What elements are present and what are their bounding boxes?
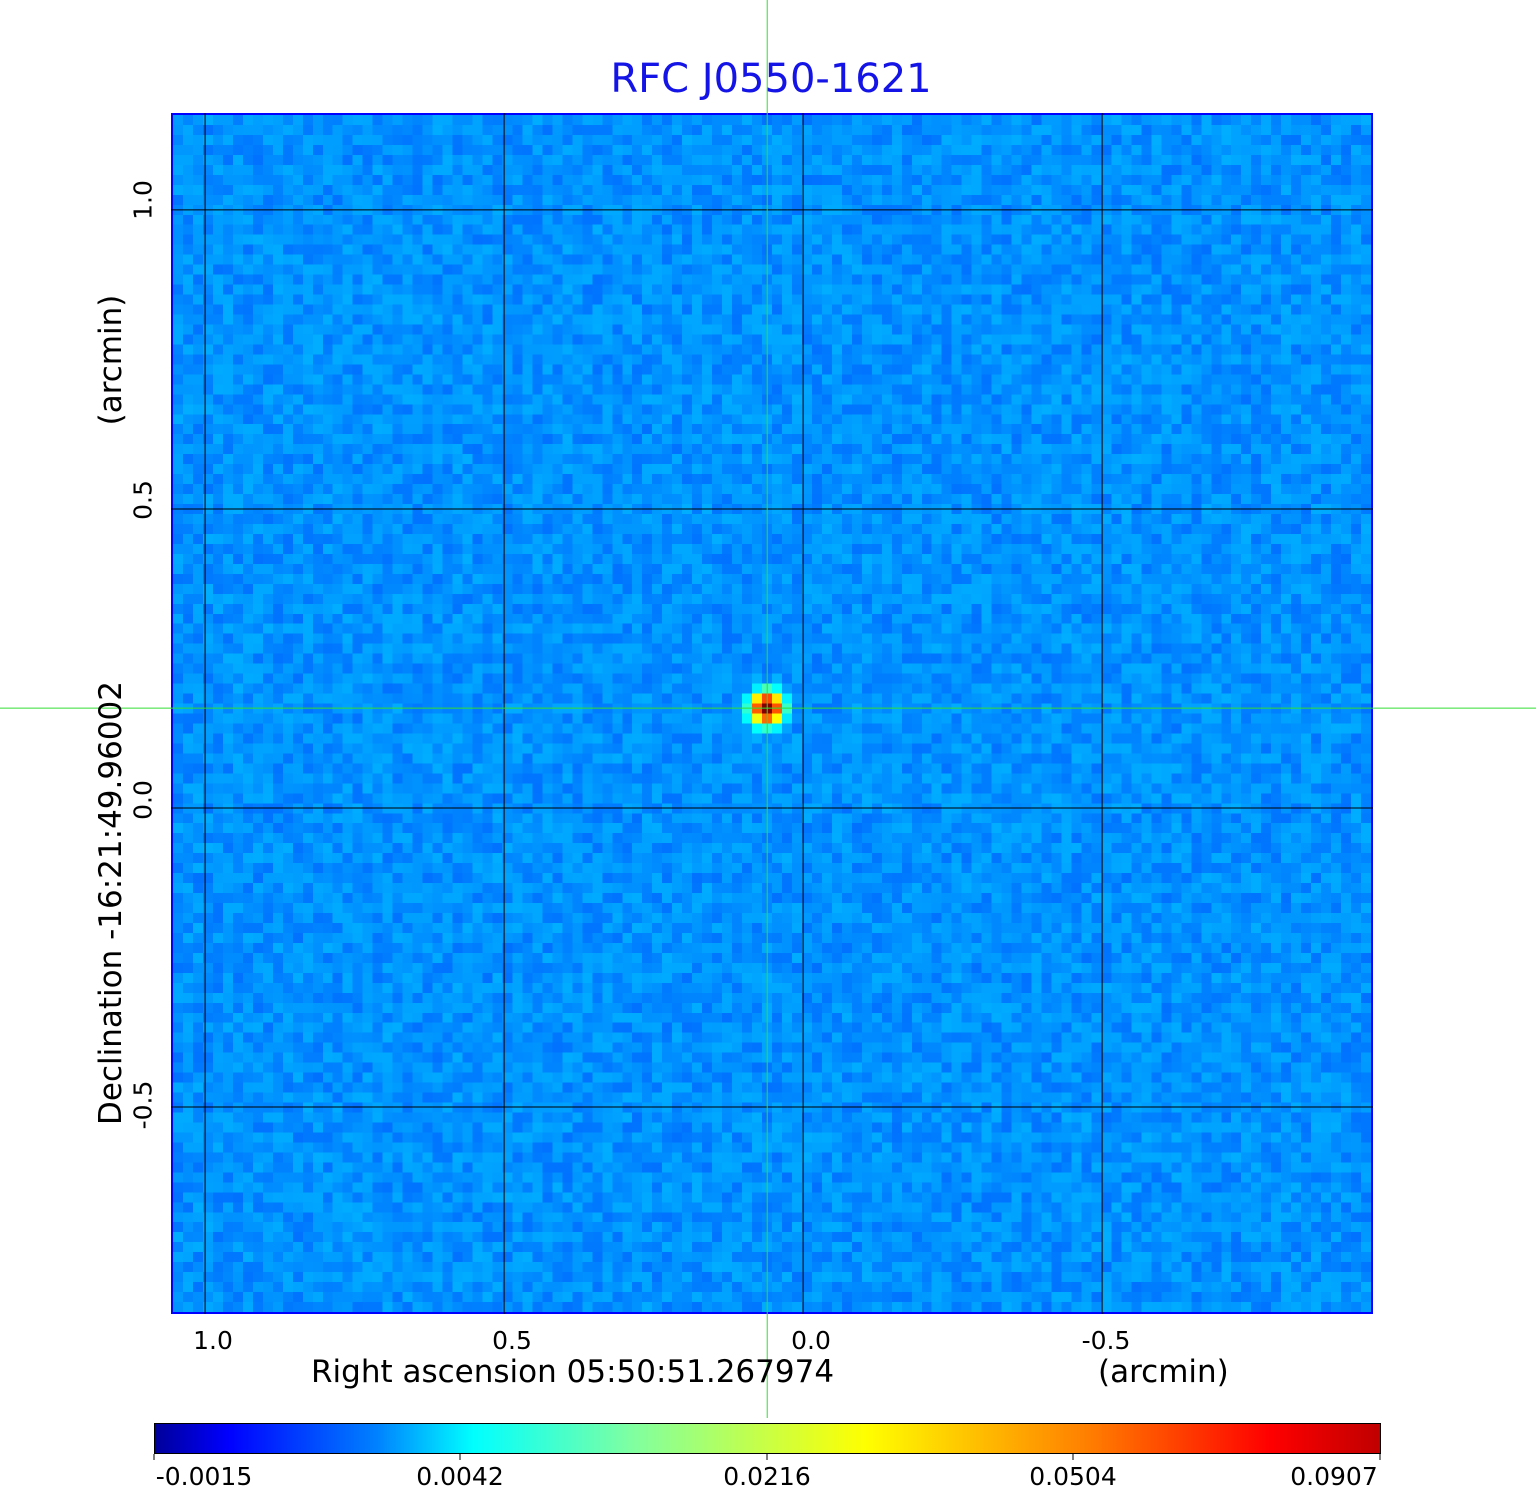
x-tick-label: 1.0 (193, 1326, 233, 1355)
colorbar-tick-label: -0.0015 (155, 1462, 253, 1491)
y-tick-label: 1.0 (128, 180, 158, 220)
x-tick-label: -0.5 (1081, 1326, 1131, 1355)
x-tick-label: 0.5 (492, 1326, 532, 1355)
colorbar-tick-label: 0.0504 (1029, 1462, 1117, 1491)
y-axis-unit: (arcmin) (93, 294, 129, 426)
colorbar-tick-label: 0.0216 (723, 1462, 811, 1491)
colorbar-tick-label: 0.0042 (416, 1462, 504, 1491)
y-axis-label: Declination -16:21:49.96002 (93, 681, 129, 1125)
colorbar-tick-label: 0.0907 (1290, 1462, 1378, 1491)
y-tick-label: 0.5 (128, 480, 158, 520)
x-axis-label: Right ascension 05:50:51.267974 (311, 1354, 835, 1390)
y-tick-label: -0.5 (128, 1080, 158, 1130)
x-axis-unit: (arcmin) (1098, 1354, 1229, 1390)
x-tick-label: 0.0 (791, 1326, 831, 1355)
image-map (171, 113, 1373, 1314)
colorbar (154, 1423, 1381, 1454)
chart-title: RFC J0550-1621 (610, 56, 932, 102)
y-tick-label: 0.0 (128, 780, 158, 820)
